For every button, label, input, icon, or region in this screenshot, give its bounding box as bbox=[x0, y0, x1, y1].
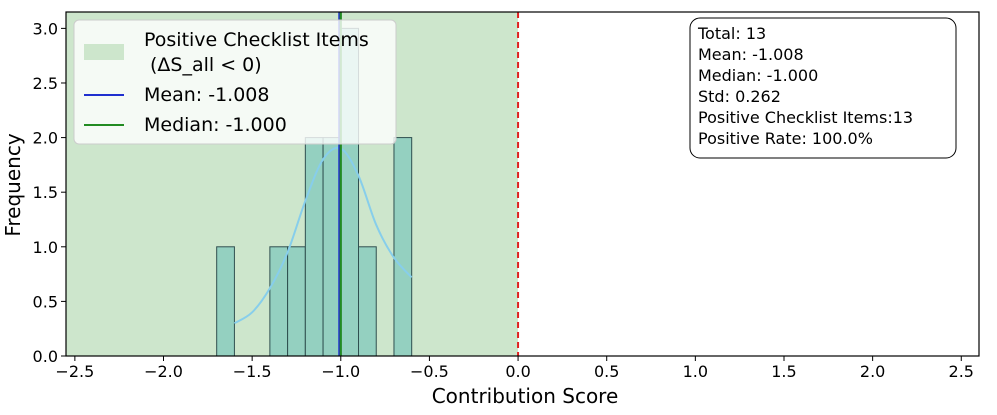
legend-region-label-2: (ΔS_all < 0) bbox=[150, 54, 262, 76]
stats-total: Total: 13 bbox=[697, 24, 766, 43]
y-tick-label: 1.5 bbox=[33, 183, 58, 202]
legend: Positive Checklist Items (ΔS_all < 0) Me… bbox=[73, 19, 397, 145]
stats-box: Total: 13 Mean: -1.008 Median: -1.000 St… bbox=[689, 17, 957, 159]
stats-positive-rate: Positive Rate: 100.0% bbox=[698, 129, 873, 148]
histogram-bar bbox=[269, 246, 289, 357]
x-axis-ticks: −2.5 −2.0 −1.5 −1.0 −0.5 0.0 0.5 1.0 1.5 2.0 2.5 bbox=[55, 356, 974, 381]
stats-box-frame bbox=[689, 17, 957, 159]
y-tick-label: 0.0 bbox=[33, 347, 58, 366]
histogram-bar bbox=[322, 137, 342, 357]
x-tick-label: −1.0 bbox=[321, 362, 360, 381]
y-axis-ticks: 0.0 0.5 1.0 1.5 2.0 2.5 3.0 bbox=[33, 19, 66, 366]
x-tick-label: −2.5 bbox=[55, 362, 94, 381]
legend-region-label-1: Positive Checklist Items bbox=[144, 29, 369, 51]
stats-std: Std: 0.262 bbox=[698, 87, 781, 106]
x-tick-label: 0.0 bbox=[505, 362, 530, 381]
histogram-bar bbox=[304, 137, 324, 357]
x-tick-label: 1.0 bbox=[683, 362, 708, 381]
stats-positive-items: Positive Checklist Items:13 bbox=[698, 108, 913, 127]
y-axis-label: Frequency bbox=[1, 133, 25, 236]
histogram-bar bbox=[393, 137, 413, 357]
kde-curve bbox=[233, 146, 413, 325]
x-tick-label: −1.5 bbox=[233, 362, 272, 381]
x-tick-label: −2.0 bbox=[144, 362, 183, 381]
x-tick-label: 2.0 bbox=[860, 362, 885, 381]
y-tick-label: 3.0 bbox=[33, 19, 58, 38]
x-axis-label: Contribution Score bbox=[432, 384, 619, 408]
legend-median-label: Median: -1.000 bbox=[144, 114, 287, 136]
y-tick-label: 2.5 bbox=[33, 74, 58, 93]
histogram-bar bbox=[358, 246, 377, 357]
stats-mean: Mean: -1.008 bbox=[698, 45, 804, 64]
histogram-bar bbox=[216, 246, 235, 357]
y-tick-label: 1.0 bbox=[33, 238, 58, 257]
y-tick-label: 0.5 bbox=[33, 292, 58, 311]
y-tick-label: 2.0 bbox=[33, 129, 58, 148]
histogram-bar bbox=[287, 246, 306, 357]
x-tick-label: 1.5 bbox=[771, 362, 796, 381]
legend-box bbox=[73, 19, 397, 145]
x-tick-label: 0.5 bbox=[594, 362, 619, 381]
plot-frame bbox=[65, 11, 980, 357]
legend-mean-label: Mean: -1.008 bbox=[144, 84, 269, 106]
stats-median: Median: -1.000 bbox=[698, 66, 818, 85]
legend-region-swatch bbox=[84, 44, 124, 60]
x-tick-label: −0.5 bbox=[410, 362, 449, 381]
x-tick-label: 2.5 bbox=[949, 362, 974, 381]
